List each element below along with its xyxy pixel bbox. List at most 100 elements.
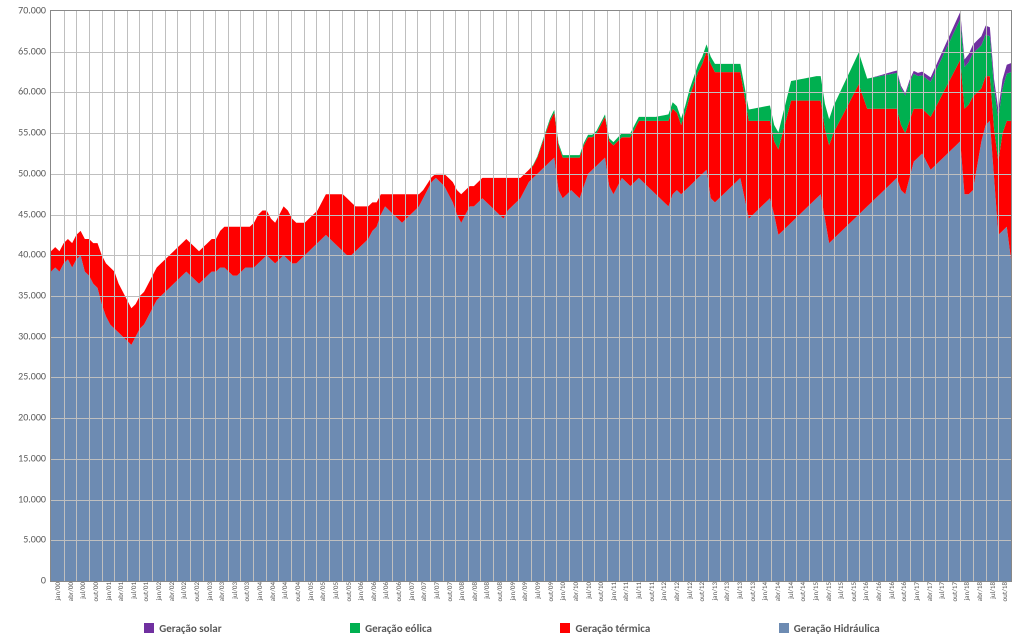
y-tick-label: 10.000 (6, 492, 46, 505)
x-tick-label: jul/06 (381, 582, 390, 599)
y-tick-label: 60.000 (6, 85, 46, 98)
legend-item: Geração Hidráulica (779, 622, 880, 635)
x-tick-label: out/01 (141, 582, 150, 602)
stacked-area-chart: Geração solar Geração eólica Geração térmi… (0, 0, 1024, 638)
x-tick-label: abr/12 (672, 582, 681, 601)
legend-item: Geração eólica (350, 622, 432, 635)
x-tick-label: abr/14 (773, 582, 782, 601)
x-tick-label: abr/00 (66, 582, 75, 601)
y-tick-label: 70.000 (6, 4, 46, 17)
x-tick-label: out/15 (849, 582, 858, 602)
x-tick-label: jul/17 (937, 582, 946, 599)
x-tick-label: jan/09 (508, 582, 517, 601)
x-tick-label: jul/07 (432, 582, 441, 599)
x-tick-label: jan/12 (659, 582, 668, 601)
x-tick-label: abr/02 (167, 582, 176, 601)
x-tick-label: out/09 (546, 582, 555, 602)
x-tick-label: jan/18 (962, 582, 971, 601)
x-tick-label: out/14 (798, 582, 807, 602)
x-tick-label: jan/07 (407, 582, 416, 601)
x-tick-label: abr/06 (369, 582, 378, 601)
x-tick-label: abr/10 (571, 582, 580, 601)
x-tick-label: abr/16 (874, 582, 883, 601)
x-tick-label: jul/11 (634, 582, 643, 599)
x-tick-label: out/04 (293, 582, 302, 602)
x-tick-label: abr/15 (824, 582, 833, 601)
y-tick-label: 65.000 (6, 44, 46, 57)
x-tick-label: jan/11 (609, 582, 618, 601)
x-tick-label: abr/07 (419, 582, 428, 601)
x-tick-label: out/07 (445, 582, 454, 602)
x-tick-label: jul/09 (533, 582, 542, 599)
legend: Geração solar Geração eólica Geração térmi… (0, 618, 1024, 638)
x-tick-label: jul/08 (482, 582, 491, 599)
x-tick-label: abr/13 (722, 582, 731, 601)
y-tick-label: 55.000 (6, 126, 46, 139)
x-tick-label: jul/15 (836, 582, 845, 599)
legend-item: Geração solar (144, 622, 221, 635)
x-tick-label: out/11 (647, 582, 656, 602)
y-tick-label: 35.000 (6, 289, 46, 302)
x-tick-label: out/10 (596, 582, 605, 602)
x-tick-label: jan/10 (558, 582, 567, 601)
x-tick-label: abr/18 (975, 582, 984, 601)
x-tick-label: jan/17 (912, 582, 921, 601)
x-tick-label: out/02 (192, 582, 201, 602)
y-tick-label: 15.000 (6, 451, 46, 464)
y-tick-label: 40.000 (6, 248, 46, 261)
y-tick-label: 30.000 (6, 329, 46, 342)
x-tick-label: jan/13 (710, 582, 719, 601)
x-tick-label: abr/03 (217, 582, 226, 601)
x-tick-label: jan/05 (306, 582, 315, 601)
legend-swatch (350, 623, 360, 633)
y-tick-label: 20.000 (6, 411, 46, 424)
x-tick-label: out/18 (1000, 582, 1009, 602)
x-tick-label: out/03 (242, 582, 251, 602)
legend-swatch (779, 623, 789, 633)
x-tick-label: jul/13 (735, 582, 744, 599)
legend-swatch (560, 623, 570, 633)
x-tick-label: out/12 (697, 582, 706, 602)
y-tick-label: 45.000 (6, 207, 46, 220)
x-tick-label: jul/18 (988, 582, 997, 599)
x-tick-label: jan/01 (104, 582, 113, 601)
x-tick-label: out/16 (899, 582, 908, 602)
x-tick-label: jan/08 (457, 582, 466, 601)
legend-swatch (144, 623, 154, 633)
x-tick-label: jul/04 (280, 582, 289, 599)
x-tick-label: out/13 (748, 582, 757, 602)
x-tick-label: jul/10 (584, 582, 593, 599)
x-tick-label: jan/15 (811, 582, 820, 601)
x-tick-label: jan/04 (255, 582, 264, 601)
x-tick-label: jul/03 (230, 582, 239, 599)
x-tick-label: jul/05 (331, 582, 340, 599)
legend-label: Geração eólica (365, 622, 432, 635)
x-tick-label: abr/11 (621, 582, 630, 601)
x-tick-label: jul/01 (129, 582, 138, 599)
x-tick-label: out/08 (495, 582, 504, 602)
x-tick-label: jan/00 (53, 582, 62, 601)
y-tick-label: 5.000 (6, 533, 46, 546)
x-tick-label: jul/02 (179, 582, 188, 599)
x-tick-label: out/06 (394, 582, 403, 602)
legend-label: Geração solar (159, 622, 221, 635)
x-tick-label: jan/16 (861, 582, 870, 601)
y-tick-label: 0 (6, 574, 46, 587)
y-tick-label: 50.000 (6, 166, 46, 179)
x-tick-label: abr/05 (318, 582, 327, 601)
x-tick-label: abr/09 (520, 582, 529, 601)
x-tick-label: jan/02 (154, 582, 163, 601)
x-tick-label: jan/06 (356, 582, 365, 601)
legend-label: Geração térmica (575, 622, 650, 635)
x-tick-label: jan/14 (760, 582, 769, 601)
x-tick-label: jul/12 (685, 582, 694, 599)
x-tick-label: out/05 (344, 582, 353, 602)
plot-area (50, 10, 1012, 582)
x-tick-label: abr/04 (268, 582, 277, 601)
x-tick-label: jan/03 (205, 582, 214, 601)
x-tick-label: out/17 (950, 582, 959, 602)
legend-label: Geração Hidráulica (794, 622, 880, 635)
x-tick-label: out/00 (91, 582, 100, 602)
x-tick-label: abr/17 (925, 582, 934, 601)
x-tick-label: abr/01 (116, 582, 125, 601)
